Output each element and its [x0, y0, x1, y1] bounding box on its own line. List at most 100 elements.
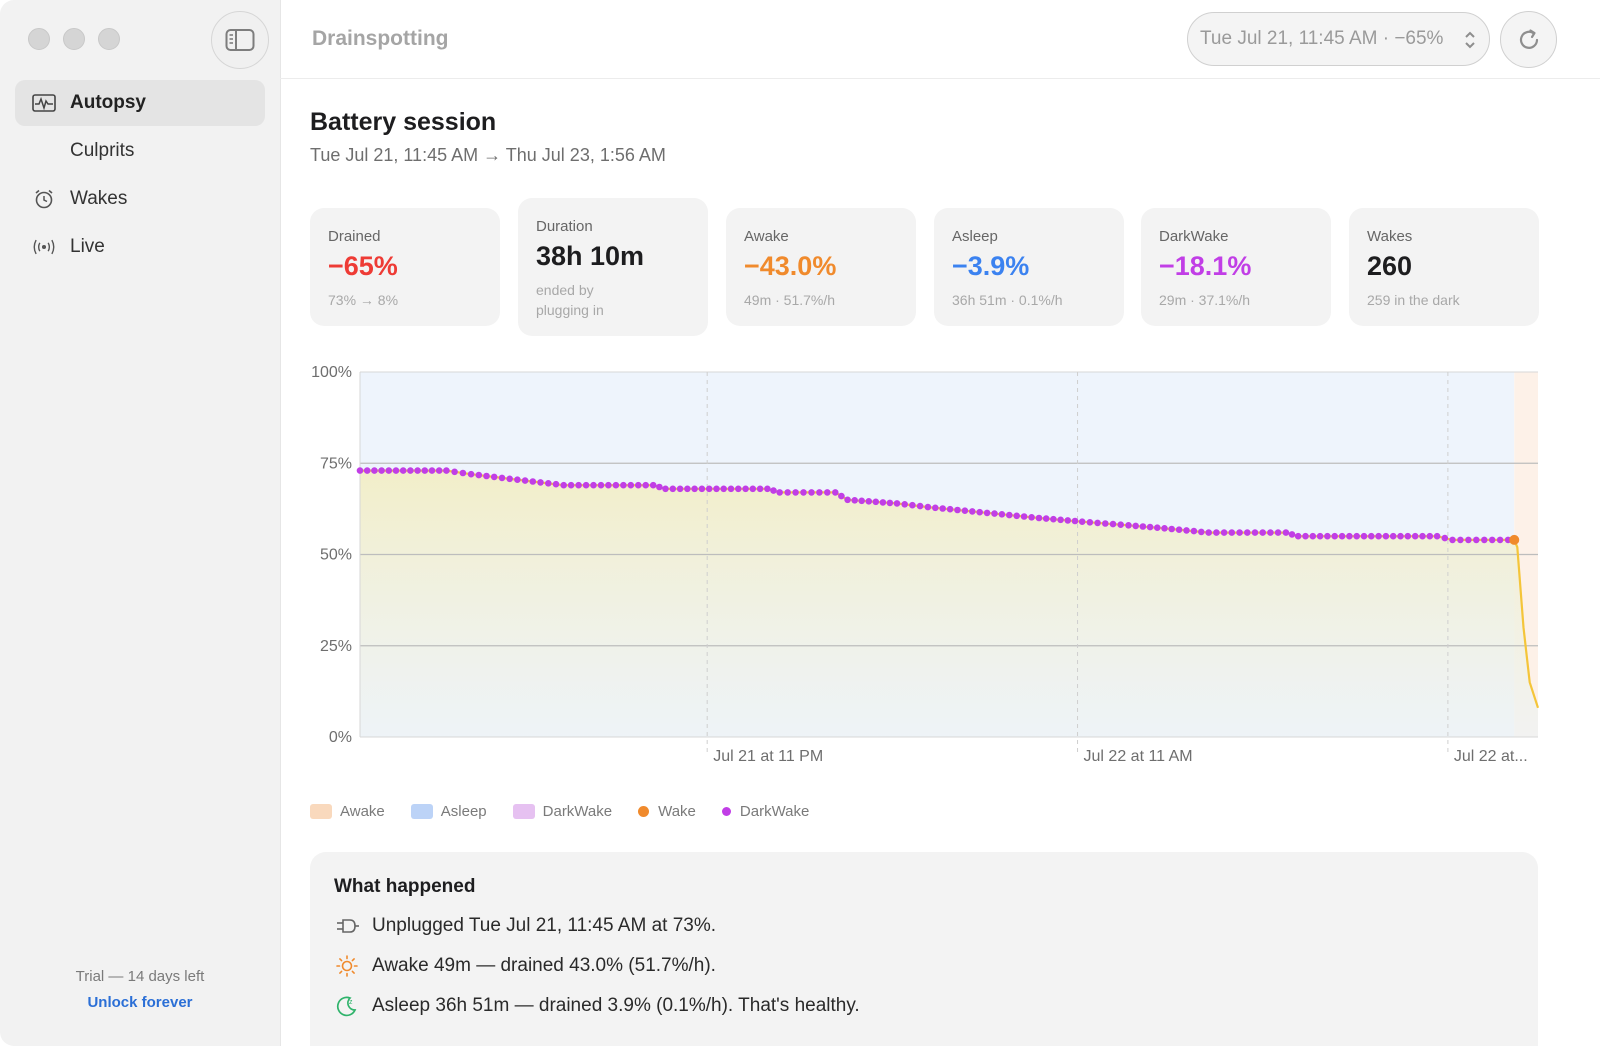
- darkwake-dot: [1042, 515, 1050, 522]
- darkwake-dot: [939, 505, 946, 512]
- event-text: Awake 49m — drained 43.0% (51.7%/h).: [372, 955, 716, 976]
- stat-label: Drained: [328, 228, 381, 245]
- darkwake-dot: [1168, 525, 1175, 533]
- darkwake-dot: [590, 481, 597, 489]
- sun-icon: [334, 954, 360, 978]
- darkwake-dot: [582, 481, 590, 489]
- darkwake-dot: [1274, 529, 1282, 536]
- darkwake-dot: [1205, 529, 1212, 536]
- minimize-window-button[interactable]: [63, 28, 85, 50]
- sidebar-item-autopsy[interactable]: Autopsy: [15, 80, 265, 126]
- darkwake-dot: [475, 471, 483, 479]
- darkwake-dot: [363, 467, 371, 474]
- darkwake-dot: [691, 485, 698, 493]
- darkwake-dot: [371, 467, 378, 474]
- darkwake-dot: [1457, 536, 1464, 544]
- legend-item-awake: Awake: [310, 803, 385, 820]
- darkwake-dot: [749, 485, 757, 493]
- stat-label: Awake: [744, 228, 789, 245]
- sidebar-item-wakes[interactable]: Wakes: [15, 176, 265, 222]
- sidebar-item-live[interactable]: Live: [15, 224, 265, 270]
- darkwake-dot: [1294, 532, 1302, 540]
- legend-swatch: [410, 803, 433, 819]
- darkwake-dot: [916, 502, 924, 510]
- stat-card-darkwake: DarkWake −18.1% 29m · 37.1%/h: [1141, 208, 1331, 326]
- toolbar-divider: [280, 78, 1600, 79]
- darkwake-dot: [1050, 515, 1057, 523]
- darkwake-dot: [443, 467, 450, 474]
- darkwake-dot: [1198, 528, 1205, 536]
- event-text: Unplugged Tue Jul 21, 11:45 AM at 73%.: [372, 915, 716, 936]
- sidebar-item-label: Culprits: [70, 140, 135, 161]
- battery-chart: 100% 75% 50% 25% 0% Jul 21 at 11 PM Jul 22 at…: [300, 360, 1550, 780]
- session-picker[interactable]: Tue Jul 21, 11:45 AM · −65%: [1187, 12, 1490, 66]
- darkwake-dot: [713, 485, 720, 493]
- darkwake-dot: [983, 509, 991, 517]
- darkwake-dot: [1251, 529, 1259, 536]
- darkwake-dot: [1288, 531, 1296, 538]
- darkwake-dot: [1132, 522, 1139, 530]
- darkwake-dot: [720, 485, 727, 493]
- darkwake-dot: [1146, 523, 1154, 531]
- sidebar-item-label: Live: [70, 236, 105, 257]
- darkwake-dot: [612, 481, 620, 489]
- sidebar-item-culprits[interactable]: Culprits: [15, 128, 265, 174]
- darkwake-dot: [1309, 532, 1317, 540]
- darkwake-dot: [1175, 526, 1183, 533]
- stat-value: −43.0%: [744, 251, 837, 281]
- darkwake-dot: [1020, 513, 1028, 520]
- sidebar-toggle-button[interactable]: [211, 11, 269, 69]
- legend-item-darkwake-band: DarkWake: [512, 802, 613, 820]
- alarm-clock-icon: [31, 188, 57, 210]
- darkwake-dot: [414, 467, 421, 474]
- zoom-window-button[interactable]: [98, 28, 120, 50]
- event-asleep: z Asleep 36h 51m — drained 3.9% (0.1%/h)…: [334, 992, 860, 1020]
- stat-sub: 49m · 51.7%/h: [744, 292, 836, 308]
- stat-value: −3.9%: [952, 251, 1030, 281]
- darkwake-dot: [1338, 532, 1346, 540]
- what-happened-title: What happened: [334, 876, 476, 897]
- stat-card-awake: Awake −43.0% 49m · 51.7%/h: [726, 208, 916, 326]
- stat-card-asleep: Asleep −3.9% 36h 51m · 0.1%/h: [934, 208, 1124, 326]
- battery-chart-svg: 100% 75% 50% 25% 0% Jul 21 at 11 PM Jul 22 at…: [311, 364, 1540, 765]
- y-tick-label: 75%: [320, 455, 352, 472]
- darkwake-dot: [1419, 532, 1426, 540]
- darkwake-dot: [800, 489, 807, 496]
- stat-sub: 259 in the dark: [1367, 292, 1460, 308]
- darkwake-dot: [998, 511, 1006, 518]
- darkwake-dot: [467, 470, 475, 478]
- darkwake-dot: [1154, 524, 1161, 531]
- darkwake-dot: [1190, 527, 1198, 535]
- unlock-forever-link[interactable]: Unlock forever: [87, 994, 193, 1011]
- legend-label: DarkWake: [739, 802, 810, 820]
- event-text: Asleep 36h 51m — drained 3.9% (0.1%/h). …: [372, 995, 860, 1016]
- darkwake-dot: [684, 485, 691, 493]
- darkwake-dot: [770, 487, 777, 494]
- legend-dot: [721, 806, 731, 816]
- darkwake-dot: [567, 481, 575, 489]
- darkwake-dot: [698, 485, 706, 493]
- darkwake-dot: [521, 477, 529, 484]
- stat-value: 260: [1367, 251, 1413, 281]
- darkwake-dot: [1109, 520, 1117, 528]
- darkwake-dot: [1220, 529, 1228, 536]
- stat-sub: ended by plugging in: [536, 282, 604, 318]
- darkwake-dot: [575, 481, 582, 489]
- darkwake-dot: [1473, 536, 1480, 544]
- darkwake-dot: [490, 473, 498, 481]
- refresh-button[interactable]: [1500, 11, 1557, 68]
- darkwake-dot: [428, 467, 436, 474]
- darkwake-dot: [1102, 520, 1109, 527]
- darkwake-dot: [1035, 514, 1043, 522]
- darkwake-dot: [1375, 532, 1382, 540]
- legend-label: DarkWake: [542, 802, 613, 820]
- darkwake-dot: [1426, 532, 1434, 540]
- activity-icon: [31, 92, 57, 114]
- close-window-button[interactable]: [28, 28, 50, 50]
- darkwake-dot: [627, 481, 635, 489]
- darkwake-dot: [392, 467, 400, 474]
- legend-swatch: [512, 803, 535, 819]
- darkwake-dot: [858, 497, 865, 505]
- darkwake-dot: [1360, 532, 1368, 540]
